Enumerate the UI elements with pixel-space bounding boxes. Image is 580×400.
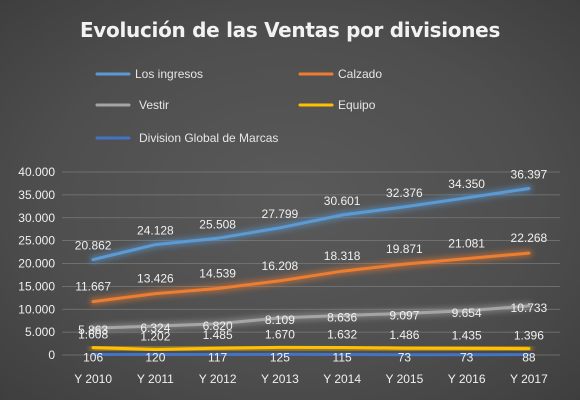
y-tick-label: 0 (48, 348, 55, 362)
series-line (91, 187, 531, 262)
data-label: 27.799 (262, 207, 299, 221)
y-tick-label: 35.000 (18, 188, 55, 202)
x-tick-label: Y 2010 (74, 372, 112, 386)
data-label: 10.733 (511, 301, 548, 315)
data-label: 20.862 (75, 239, 112, 253)
data-label: 73 (398, 351, 412, 365)
data-label: 13.426 (137, 272, 174, 286)
x-tick-label: Y 2012 (199, 372, 237, 386)
legend-label: Los ingresos (135, 67, 203, 81)
legend-item: Vestir (95, 98, 169, 112)
data-label: 22.268 (511, 231, 548, 245)
data-label: 73 (460, 351, 474, 365)
y-tick-label: 5.000 (25, 325, 55, 339)
legend-label: Vestir (139, 98, 169, 112)
x-tick-label: Y 2013 (261, 372, 299, 386)
legend-label: Equipo (338, 98, 376, 112)
y-tick-label: 25.000 (18, 234, 55, 248)
data-label: 9.654 (452, 306, 482, 320)
data-label: 117 (208, 350, 227, 364)
series (89, 185, 533, 359)
data-label: 9.097 (389, 308, 419, 322)
data-label: 1.202 (140, 330, 170, 344)
data-label: 8.636 (327, 310, 357, 324)
data-label: 14.539 (199, 266, 236, 280)
data-label: 1.632 (327, 328, 357, 342)
y-tick-label: 15.000 (18, 279, 55, 293)
data-label: 115 (333, 350, 352, 364)
data-label: 6.324 (140, 321, 170, 335)
data-label: 1.670 (265, 327, 295, 341)
axes: 0 5.000 10.000 15.000 20.000 25.000 30.000 35.0… (18, 165, 548, 386)
series-line (91, 345, 531, 351)
data-label: 16.208 (262, 259, 299, 273)
data-label: 1.435 (452, 328, 482, 342)
data-label: 1.485 (203, 328, 233, 342)
y-tick-label: 20.000 (18, 257, 55, 271)
data-label: 1.396 (514, 329, 544, 343)
data-label: 1.608 (78, 328, 108, 342)
data-label: 5.863 (78, 323, 108, 337)
data-label: 21.081 (448, 237, 485, 251)
data-label: 30.601 (324, 194, 361, 208)
x-tick-label: Y 2014 (323, 372, 361, 386)
data-label: 25.508 (199, 217, 236, 231)
data-label: 18.318 (324, 249, 361, 263)
y-tick-label: 10.000 (18, 302, 55, 316)
data-label: 120 (145, 350, 165, 364)
y-tick-label: 30.000 (18, 211, 55, 225)
data-label: 8.109 (265, 313, 295, 327)
data-label: 1.486 (389, 328, 419, 342)
x-tick-label: Y 2015 (385, 372, 423, 386)
legend-label: Calzado (338, 67, 382, 81)
x-tick-label: Y 2016 (448, 372, 486, 386)
legend-item: Equipo (298, 98, 376, 112)
data-label: 125 (270, 350, 290, 364)
data-label: 11.667 (75, 280, 111, 294)
data-labels: 20.862 24.128 25.508 27.799 30.601 32.376 34.3… (75, 167, 548, 364)
data-label: 24.128 (137, 224, 174, 238)
data-label: 88 (522, 351, 536, 365)
legend-label: Division Global de Marcas (139, 131, 278, 145)
data-label: 36.397 (511, 167, 548, 181)
data-label: 6.820 (203, 319, 233, 333)
y-tick-label: 40.000 (18, 165, 55, 179)
legend-item: Division Global de Marcas (95, 131, 278, 145)
legend-item: Los ingresos (95, 67, 203, 81)
data-label: 32.376 (386, 186, 423, 200)
x-tick-label: Y 2017 (510, 372, 548, 386)
data-label: 34.350 (448, 177, 485, 191)
chart-title: Evolución de las Ventas por divisiones (79, 18, 501, 42)
data-label: 19.871 (386, 242, 423, 256)
series-line (91, 251, 531, 304)
legend: Los ingresos Calzado Vestir Equipo Division … (95, 67, 382, 145)
x-tick-label: Y 2011 (137, 372, 174, 386)
series-line (91, 304, 531, 330)
data-label: 106 (83, 351, 103, 365)
legend-item: Calzado (298, 67, 382, 81)
